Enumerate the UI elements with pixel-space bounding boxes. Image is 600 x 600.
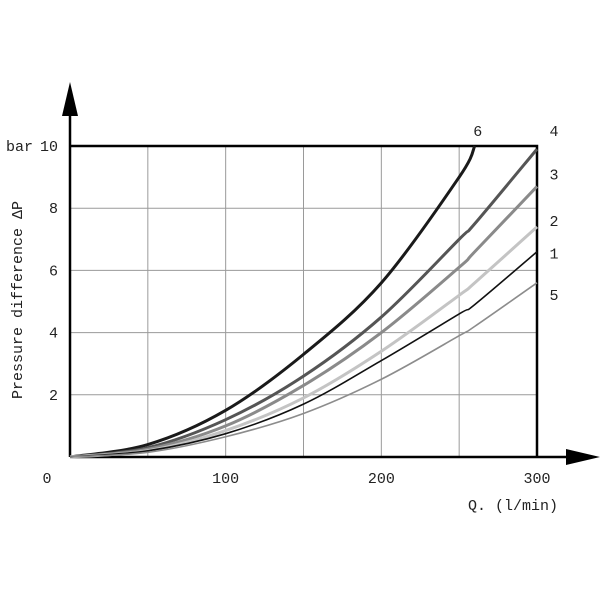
- legend-label: 5: [549, 288, 558, 305]
- y-arrow: [62, 82, 78, 116]
- y-tick-label: 10: [40, 139, 58, 156]
- legend-label: 2: [549, 214, 558, 231]
- curve: [69, 251, 538, 458]
- x-arrow: [566, 449, 600, 465]
- x-tick-label: 100: [212, 471, 239, 488]
- legend-label: 4: [549, 124, 558, 141]
- y-tick-label: 8: [49, 201, 58, 218]
- curve: [69, 148, 539, 459]
- x-tick-label: 300: [523, 471, 550, 488]
- legend-label: 1: [549, 247, 558, 264]
- curve: [69, 145, 477, 459]
- x-axis-label: Q. (l/min): [468, 498, 558, 515]
- y-axis-label: Pressure difference ΔP: [10, 201, 27, 399]
- y-tick-label: 4: [49, 326, 58, 343]
- x-tick-label: 0: [42, 471, 51, 488]
- legend-label: 3: [549, 167, 558, 184]
- legend-label: 6: [473, 124, 482, 141]
- plot-frame: [70, 144, 539, 457]
- curve: [69, 282, 538, 458]
- y-tick-label: 6: [49, 263, 58, 280]
- x-tick-label: 200: [368, 471, 395, 488]
- y-unit: bar: [6, 139, 33, 156]
- curve: [69, 185, 539, 459]
- y-tick-label: 2: [49, 388, 58, 405]
